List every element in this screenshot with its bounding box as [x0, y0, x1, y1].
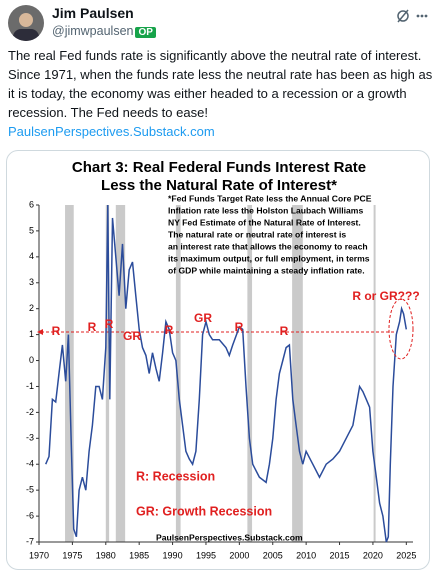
- chart-title: Chart 3: Real Federal Funds Interest Rat…: [72, 159, 366, 176]
- x-tick-label: 2020: [363, 550, 383, 560]
- x-tick-label: 1970: [29, 550, 49, 560]
- y-tick-label: -6: [26, 510, 34, 520]
- annotation: R: [165, 323, 174, 337]
- annotation: R: [105, 317, 114, 331]
- reference-arrow: [37, 329, 43, 336]
- data-line: [45, 204, 408, 543]
- note-line: of GDP while maintaining a steady inflat…: [168, 265, 365, 275]
- y-tick-label: -5: [26, 485, 34, 495]
- note-line: *Fed Funds Target Rate less the Annual C…: [168, 193, 372, 203]
- chart-image[interactable]: Chart 3: Real Federal Funds Interest Rat…: [6, 150, 430, 570]
- source: PaulsenPerspectives.Substack.com: [156, 532, 303, 542]
- chart: Chart 3: Real Federal Funds Interest Rat…: [26, 159, 420, 560]
- recession-band: [373, 205, 376, 542]
- x-tick-label: 1985: [129, 550, 149, 560]
- x-tick-label: 2015: [330, 550, 350, 560]
- post-text: Since 1971, when the funds rate less the…: [8, 67, 433, 82]
- annotation: R: [52, 324, 61, 338]
- y-tick-label: 4: [29, 251, 34, 261]
- legend-line: GR: Growth Recession: [136, 504, 272, 518]
- handle[interactable]: @jimwpaulsen: [52, 24, 134, 38]
- note-line: The natural rate or neutral rate of inte…: [168, 229, 346, 239]
- header-icons: [397, 9, 428, 23]
- note-line: an interest rate that allows the economy…: [168, 241, 368, 251]
- x-tick-label: 2010: [296, 550, 316, 560]
- post-link[interactable]: PaulsenPerspectives.Substack.com: [8, 124, 215, 139]
- annotation: R: [88, 320, 97, 334]
- y-tick-label: 5: [29, 225, 34, 235]
- post-text: it is today, the economy was either head…: [8, 86, 407, 101]
- x-tick-label: 2000: [229, 550, 249, 560]
- annotation: R: [280, 324, 289, 338]
- y-tick-label: -3: [26, 433, 34, 443]
- x-tick-label: 1975: [62, 550, 82, 560]
- author-name[interactable]: Jim Paulsen: [52, 5, 134, 21]
- recession-band: [105, 205, 110, 542]
- annotation: GR: [123, 329, 141, 343]
- y-tick-label: -2: [26, 407, 34, 417]
- more-button[interactable]: [416, 14, 428, 18]
- x-tick-label: 1995: [196, 550, 216, 560]
- handle-row: @jimwpaulsen OP: [52, 24, 156, 38]
- y-tick-label: 1: [29, 329, 34, 339]
- y-tick-label: 3: [29, 277, 34, 287]
- post-text: The real Fed funds rate is significantly…: [8, 48, 422, 63]
- note-line: its maximum output, or full employment, …: [168, 253, 370, 263]
- recession-band: [115, 205, 126, 542]
- note-line: NY Fed Estimate of the Natural Rate of I…: [168, 217, 361, 227]
- y-tick-label: 6: [29, 199, 34, 209]
- note-line: Inflation rate less the Holston Laubach …: [168, 205, 363, 215]
- x-tick-label: 2005: [263, 550, 283, 560]
- grok-icon[interactable]: [397, 9, 409, 23]
- y-tick-label: -1: [26, 381, 34, 391]
- y-tick-label: 2: [29, 303, 34, 313]
- badge: OP: [135, 27, 156, 38]
- chart-subtitle: Less the Natural Rate of Interest*: [101, 177, 337, 194]
- avatar[interactable]: [8, 5, 44, 41]
- recession-band: [175, 205, 181, 542]
- annotation: GR: [194, 311, 212, 325]
- legend-line: R: Recession: [136, 469, 215, 483]
- y-tick-label: -7: [26, 536, 34, 546]
- annotation: R: [235, 320, 244, 334]
- x-tick-label: 1990: [163, 550, 183, 560]
- y-tick-label: 0: [29, 355, 34, 365]
- x-tick-label: 1980: [96, 550, 116, 560]
- x-tick-label: 2025: [396, 550, 416, 560]
- post-text: recession. The Fed needs to ease!: [8, 105, 208, 120]
- highlight-ellipse: [388, 298, 414, 360]
- recession-band: [292, 205, 303, 542]
- recession-band: [247, 205, 253, 542]
- annotation: R or GR???: [352, 289, 419, 303]
- y-tick-label: -4: [26, 459, 34, 469]
